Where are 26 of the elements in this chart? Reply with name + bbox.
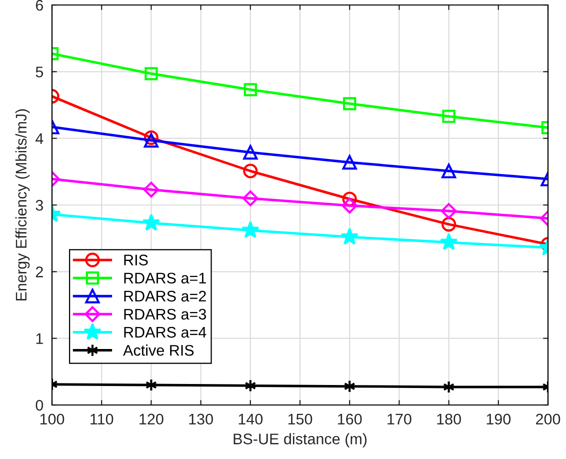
- legend-label: RDARS a=1: [124, 272, 206, 284]
- y-tick-label: 2: [36, 266, 43, 278]
- x-tick-label: 120: [140, 414, 164, 425]
- x-tick-label: 180: [437, 414, 461, 425]
- x-tick-label: 160: [338, 414, 362, 425]
- y-tick-label: 0: [36, 400, 44, 411]
- y-tick-label: 4: [36, 133, 44, 144]
- y-tick-label: 6: [36, 0, 43, 11]
- y-axis-title: Energy Efficiency (Mbits/mJ): [15, 109, 30, 300]
- x-axis-title: BS-UE distance (m): [234, 433, 367, 448]
- legend-label: RDARS a=4: [124, 326, 206, 338]
- x-tick-label: 200: [536, 414, 560, 425]
- x-tick-label: 100: [40, 414, 64, 425]
- y-tick-label: 5: [36, 66, 44, 78]
- legend-label: RDARS a=3: [124, 308, 206, 320]
- x-tick-label: 140: [238, 414, 263, 425]
- legend-label: Active RIS: [123, 344, 194, 356]
- legend-label: RDARS a=2: [124, 290, 206, 302]
- legend-label: RIS: [124, 254, 148, 266]
- x-tick-label: 190: [486, 414, 511, 425]
- x-tick-label: 110: [90, 414, 114, 425]
- x-tick-label: 150: [288, 414, 312, 425]
- y-tick-label: 1: [36, 333, 43, 344]
- y-tick-label: 3: [36, 200, 43, 211]
- x-tick-label: 130: [189, 414, 213, 425]
- x-tick-label: 170: [388, 414, 412, 425]
